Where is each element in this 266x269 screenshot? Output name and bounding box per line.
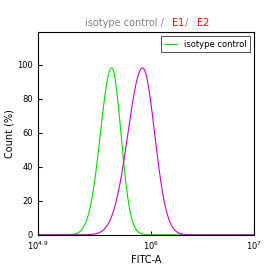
Text: /: / [182, 18, 192, 28]
Text: E2: E2 [197, 18, 209, 28]
Y-axis label: Count (%): Count (%) [4, 109, 14, 158]
Legend: isotype control: isotype control [161, 36, 250, 52]
X-axis label: FITC-A: FITC-A [131, 255, 161, 265]
Text: E1: E1 [172, 18, 185, 28]
Text: isotype control /: isotype control / [85, 18, 167, 28]
